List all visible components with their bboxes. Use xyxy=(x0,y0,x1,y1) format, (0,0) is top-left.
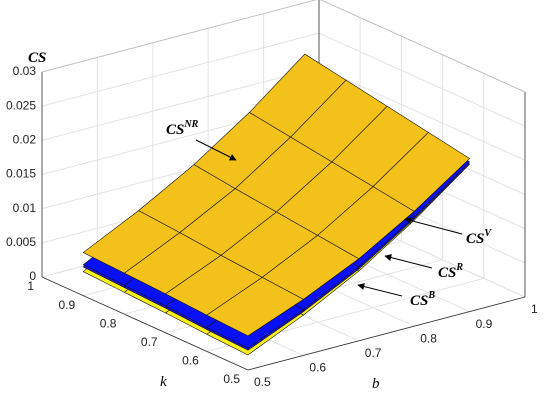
annotation-name: CS xyxy=(466,231,484,247)
grid-line xyxy=(41,66,320,141)
annotation-name: CS xyxy=(438,265,456,281)
x-tick-label: 0.5 xyxy=(254,375,271,389)
annotation-arrow xyxy=(195,139,237,161)
annotation-sup: B xyxy=(427,290,435,301)
y-tick-label: 0.5 xyxy=(223,372,240,386)
grid-line xyxy=(318,32,526,127)
y-axis-label: k xyxy=(160,374,167,390)
surface-cell xyxy=(206,276,304,337)
annotation-sup: R xyxy=(455,262,463,273)
annotation: CSB xyxy=(410,290,435,309)
annotation-sup: NR xyxy=(183,119,198,130)
axis-line xyxy=(41,276,249,371)
x-tick-label: 0.7 xyxy=(365,346,382,360)
y-tick-label: 0.8 xyxy=(100,316,117,330)
annotation-arrow xyxy=(357,283,403,297)
z-axis-label: CS xyxy=(28,50,46,66)
annotation-name: CS xyxy=(166,122,184,138)
surface xyxy=(82,53,471,337)
z-tick-label: 0.03 xyxy=(13,64,37,78)
y-tick-label: 1 xyxy=(27,279,34,293)
annotation: CSNR xyxy=(166,119,199,138)
box-edge xyxy=(41,0,317,73)
x-tick-label: 0.9 xyxy=(476,317,493,331)
x-tick-label: 0.8 xyxy=(420,331,437,345)
z-tick-label: 0.015 xyxy=(6,167,36,181)
z-tick-label: 0 xyxy=(29,269,36,283)
x-tick-label: 1 xyxy=(531,302,538,316)
grid-line xyxy=(41,32,320,107)
x-tick-label: 0.6 xyxy=(309,361,326,375)
z-tick-label: 0.02 xyxy=(13,133,37,147)
x-axis-label: b xyxy=(372,376,380,392)
axis-line xyxy=(247,296,526,371)
z-tick-label: 0.025 xyxy=(6,98,36,112)
annotation: CSR xyxy=(438,262,463,281)
grid-line xyxy=(318,66,526,161)
annotation-name: CS xyxy=(410,293,428,309)
annotation-arrow xyxy=(404,217,463,235)
z-tick-label: 0.005 xyxy=(6,235,36,249)
y-tick-label: 0.9 xyxy=(59,298,76,312)
y-tick-label: 0.6 xyxy=(182,354,199,368)
box-edge xyxy=(320,0,526,93)
z-tick-label: 0.01 xyxy=(13,201,37,215)
annotation-sup: V xyxy=(484,228,492,239)
annotation-arrow xyxy=(384,254,433,269)
y-tick-label: 0.7 xyxy=(141,335,158,349)
annotation: CSV xyxy=(466,228,492,247)
